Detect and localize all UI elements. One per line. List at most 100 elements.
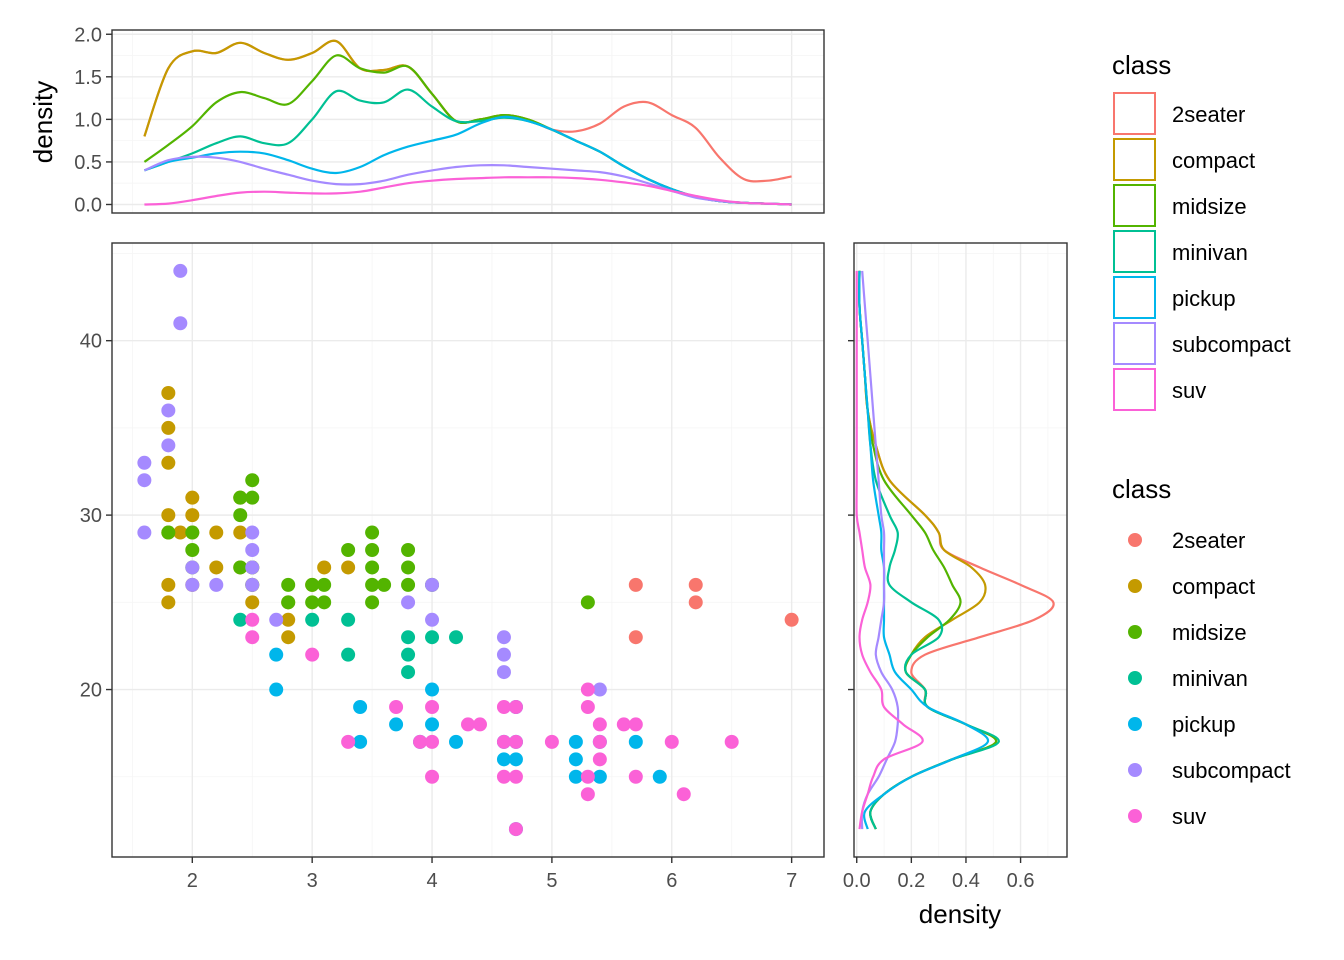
scatter-point-2seater [628, 577, 643, 592]
scatter-point-subcompact [425, 612, 440, 627]
scatter-point-suv [496, 769, 511, 784]
scatter-point-subcompact [496, 665, 511, 680]
point-legend-key-2seater [1128, 533, 1142, 547]
right-x-tick-label: 0.6 [1007, 870, 1035, 892]
scatter-point-midsize [401, 560, 416, 575]
scatter-point-suv [592, 752, 607, 767]
main-y-tick-label: 20 [80, 680, 102, 702]
scatter-point-suv [245, 612, 260, 627]
scatter-point-pickup [652, 769, 667, 784]
scatter-point-suv [389, 699, 404, 714]
main-x-tick-label: 3 [307, 870, 318, 892]
scatter-point-compact [245, 595, 260, 610]
line-legend-key-minivan [1113, 230, 1156, 273]
scatter-point-pickup [425, 682, 440, 697]
line-legend-label-compact: compact [1172, 148, 1255, 173]
scatter-point-minivan [401, 665, 416, 680]
line-legend-key-compact [1113, 138, 1156, 181]
scatter-point-compact [161, 455, 176, 470]
scatter-point-compact [341, 560, 356, 575]
right-density-panel: 0.0 0.2 0.4 0.6 [843, 242, 1068, 892]
scatter-point-compact [161, 386, 176, 401]
scatter-point-subcompact [161, 403, 176, 418]
scatter-point-pickup [592, 769, 607, 784]
top-y-tick-label: 1.5 [74, 67, 102, 89]
scatter-point-midsize [580, 595, 595, 610]
scatter-point-midsize [365, 595, 380, 610]
scatter-point-minivan [233, 612, 248, 627]
scatter-point-2seater [688, 577, 703, 592]
scatter-point-subcompact [401, 595, 416, 610]
scatter-point-minivan [401, 630, 416, 645]
point-legend-label-pickup: pickup [1172, 712, 1236, 737]
scatter-point-compact [161, 577, 176, 592]
scatter-point-pickup [449, 734, 464, 749]
scatter-point-subcompact [137, 455, 152, 470]
scatter-point-compact [161, 420, 176, 435]
point-legend-label-minivan: minivan [1172, 666, 1248, 691]
scatter-point-suv [425, 769, 440, 784]
top-y-tick-label: 1.0 [74, 109, 102, 131]
line-legend-label-2seater: 2seater [1172, 102, 1245, 127]
scatter-point-subcompact [245, 525, 260, 540]
scatter-point-midsize [365, 560, 380, 575]
main-x-tick-label: 5 [546, 870, 557, 892]
line-legend-label-pickup: pickup [1172, 286, 1236, 311]
scatter-point-compact [209, 560, 224, 575]
point-legend-key-minivan [1128, 671, 1142, 685]
point-legend-label-suv: suv [1172, 804, 1206, 829]
scatter-point-midsize [377, 577, 392, 592]
main-x-tick-label: 4 [426, 870, 437, 892]
scatter-point-midsize [185, 543, 200, 557]
scatter-point-midsize [245, 490, 260, 505]
main-y-tick-label: 40 [80, 331, 102, 353]
scatter-point-suv [341, 734, 356, 749]
line-legend-label-suv: suv [1172, 378, 1206, 403]
right-density-line-suv [855, 270, 924, 830]
scatter-point-suv [508, 822, 523, 837]
scatter-point-subcompact [209, 577, 224, 592]
top-y-tick-label: 0.5 [74, 152, 102, 174]
point-legend: class 2seater compact midsize minivan pickup… [1112, 474, 1291, 829]
scatter-point-midsize [317, 595, 332, 610]
scatter-point-suv [544, 734, 559, 749]
line-legend-label-midsize: midsize [1172, 194, 1247, 219]
main-x-tick-label: 2 [187, 870, 198, 892]
scatter-point-suv [724, 734, 739, 749]
right-density-line-pickup [858, 270, 990, 830]
line-legend-title: class [1112, 50, 1171, 80]
top-panel-border [111, 29, 825, 214]
right-x-tick-label: 0.0 [843, 870, 871, 892]
scatter-point-midsize [365, 525, 380, 540]
scatter-point-compact [317, 560, 332, 575]
scatter-point-midsize [281, 577, 296, 592]
point-legend-key-subcompact [1128, 763, 1142, 777]
scatter-point-compact [233, 525, 248, 540]
scatter-point-subcompact [496, 630, 511, 645]
scatter-panel: 2 3 4 5 6 7 20 30 40 [80, 242, 825, 892]
scatter-point-subcompact [425, 577, 440, 592]
main-panel-background [112, 243, 824, 857]
scatter-point-suv [508, 769, 523, 784]
scatter-point-suv [496, 699, 511, 714]
scatter-point-midsize [161, 525, 176, 540]
top-y-tick-label: 0.0 [74, 194, 102, 216]
main-x-tick-label: 6 [666, 870, 677, 892]
main-x-tick-label: 7 [786, 870, 797, 892]
scatter-point-subcompact [245, 577, 260, 592]
scatter-point-minivan [305, 612, 320, 627]
point-legend-label-midsize: midsize [1172, 620, 1247, 645]
scatter-point-suv [616, 717, 631, 732]
scatter-point-compact [173, 525, 188, 540]
scatter-point-subcompact [161, 438, 176, 453]
scatter-point-pickup [269, 647, 284, 662]
scatter-point-midsize [233, 560, 248, 575]
scatter-point-suv [425, 699, 440, 714]
line-legend-key-midsize [1113, 184, 1156, 227]
scatter-point-compact [161, 508, 176, 523]
scatter-point-pickup [425, 717, 440, 732]
scatter-point-midsize [365, 543, 380, 557]
scatter-point-2seater [628, 630, 643, 645]
point-legend-key-midsize [1128, 625, 1142, 639]
